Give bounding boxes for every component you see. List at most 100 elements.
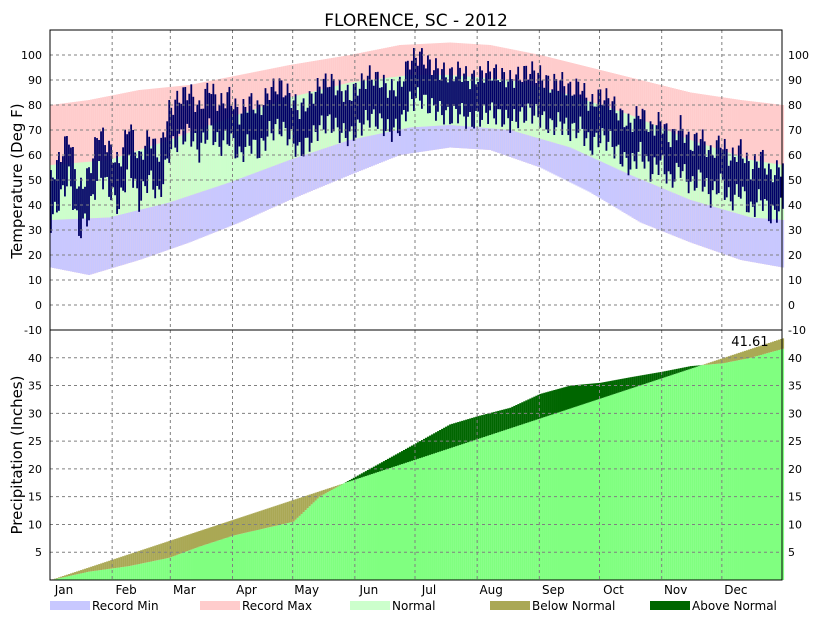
precip-above-normal-bar xyxy=(505,408,508,430)
record-min-bar xyxy=(553,142,556,175)
record-min-bar xyxy=(509,130,512,157)
record-min-bar xyxy=(769,219,773,266)
record-min-bar xyxy=(747,216,751,262)
precip-observed-bar xyxy=(210,542,213,580)
record-min-bar xyxy=(390,131,394,159)
precip-above-normal-bar xyxy=(513,405,516,428)
precip-below-normal-bar xyxy=(782,338,785,349)
precip-observed-bar xyxy=(433,453,436,580)
precip-observed-bar xyxy=(771,351,775,580)
observed-bar xyxy=(208,92,211,119)
record-min-bar xyxy=(601,162,604,200)
record-min-bar xyxy=(607,164,610,204)
precip-above-normal-bar xyxy=(635,376,638,387)
observed-bar xyxy=(597,89,600,148)
precip-observed-bar xyxy=(477,438,480,580)
precip-above-normal-bar xyxy=(473,417,476,441)
precip-below-normal-bar xyxy=(721,358,724,364)
observed-bar xyxy=(439,79,441,102)
precip-above-normal-bar xyxy=(681,367,684,372)
record-min-bar xyxy=(433,126,436,150)
precip-observed-bar xyxy=(360,477,363,580)
precip-below-normal-bar xyxy=(717,359,720,364)
observed-bar xyxy=(493,68,496,119)
precip-observed-bar xyxy=(611,394,614,580)
record-min-bar xyxy=(52,219,55,268)
precip-observed-bar xyxy=(523,423,526,580)
precip-above-normal-bar xyxy=(388,457,392,469)
record-min-bar xyxy=(250,174,253,218)
precip-below-normal-bar xyxy=(703,364,706,365)
precip-above-normal-bar xyxy=(461,420,464,445)
normal-bar xyxy=(190,131,193,196)
precip-observed-bar xyxy=(679,372,682,580)
record-min-bar xyxy=(242,177,245,221)
precip-below-normal-bar xyxy=(254,512,257,531)
precip-above-normal-bar xyxy=(689,366,692,369)
precip-observed-bar xyxy=(60,577,63,580)
observed-bar xyxy=(477,81,479,112)
precip-observed-bar xyxy=(695,366,698,580)
precip-below-normal-bar xyxy=(280,503,283,525)
precip-observed-bar xyxy=(761,354,765,580)
precip-tick-right: 30 xyxy=(788,407,802,420)
record-min-bar xyxy=(186,196,189,244)
precip-observed-bar xyxy=(743,358,746,580)
observed-bar xyxy=(467,80,469,117)
month-label: Dec xyxy=(724,583,747,597)
precip-observed-bar xyxy=(769,352,773,580)
normal-bar xyxy=(268,104,271,168)
precip-observed-bar xyxy=(449,448,452,580)
precip-observed-bar xyxy=(473,440,476,580)
precip-observed-bar xyxy=(410,460,414,580)
observed-bar xyxy=(264,88,267,151)
normal-bar xyxy=(178,136,181,200)
precip-observed-bar xyxy=(62,577,65,580)
observed-bar xyxy=(749,179,752,202)
record-min-bar xyxy=(298,156,301,196)
precip-above-normal-bar xyxy=(445,426,448,450)
observed-bar xyxy=(272,78,275,141)
precip-above-normal-bar xyxy=(382,461,386,471)
precip-above-normal-bar xyxy=(414,443,418,460)
record-min-bar xyxy=(555,143,558,176)
observed-bar xyxy=(419,51,421,101)
precip-observed-bar xyxy=(94,570,97,580)
precip-above-normal-bar xyxy=(366,470,369,476)
precip-below-normal-bar xyxy=(86,568,89,573)
observed-bar xyxy=(388,90,391,132)
precip-observed-bar xyxy=(336,486,339,580)
record-min-bar xyxy=(316,150,319,189)
precip-above-normal-bar xyxy=(567,386,570,410)
precip-tick-right: 20 xyxy=(788,463,802,476)
normal-bar xyxy=(164,141,167,204)
precip-observed-bar xyxy=(342,483,345,580)
observed-bar xyxy=(386,97,389,120)
record-min-bar xyxy=(324,148,327,185)
observed-bar xyxy=(412,48,415,111)
record-min-bar xyxy=(140,209,143,260)
precip-above-normal-bar xyxy=(503,409,506,431)
record-min-bar xyxy=(443,125,446,149)
observed-bar xyxy=(751,169,754,207)
record-min-bar xyxy=(278,163,281,205)
precip-above-normal-bar xyxy=(443,427,446,451)
precip-observed-bar xyxy=(727,362,730,580)
precip-observed-bar xyxy=(340,484,343,580)
record-min-bar xyxy=(441,125,444,149)
normal-bar xyxy=(282,99,285,163)
normal-bar xyxy=(601,105,604,163)
precip-observed-bar xyxy=(631,387,634,580)
record-min-bar xyxy=(491,128,494,151)
record-min-bar xyxy=(549,141,552,173)
precip-observed-bar xyxy=(338,485,341,580)
precip-below-normal-bar xyxy=(128,554,131,567)
record-min-bar xyxy=(204,190,207,237)
normal-bar xyxy=(182,134,185,198)
precip-below-normal-bar xyxy=(200,530,203,547)
record-min-bar xyxy=(366,136,369,168)
observed-bar xyxy=(266,93,269,137)
precip-observed-bar xyxy=(721,363,724,580)
record-min-bar xyxy=(561,145,564,179)
normal-bar xyxy=(180,135,183,199)
